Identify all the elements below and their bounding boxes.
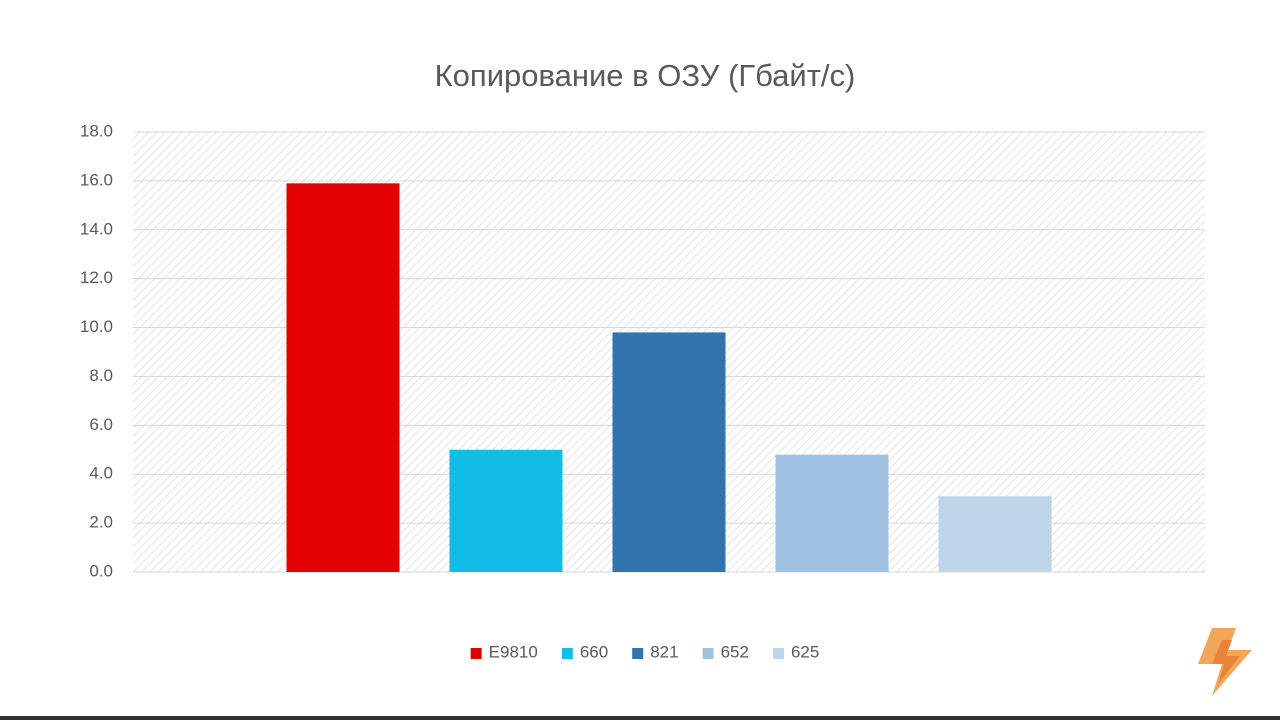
legend-swatch — [772, 648, 784, 659]
y-tick-label: 18.0 — [80, 121, 113, 140]
legend-swatch — [561, 648, 573, 659]
legend-swatch — [702, 648, 714, 659]
logo — [1198, 628, 1252, 696]
y-tick-label: 12.0 — [80, 268, 113, 287]
bar — [449, 449, 563, 572]
chart-title: Копирование в ОЗУ (Гбайт/с) — [435, 58, 856, 93]
y-tick-label: 14.0 — [80, 219, 113, 238]
y-tick-label: 10.0 — [80, 317, 113, 336]
legend-swatch — [632, 648, 644, 659]
y-tick-label: 8.0 — [89, 366, 113, 385]
y-tick-label: 6.0 — [89, 415, 113, 434]
y-tick-label: 2.0 — [89, 513, 113, 532]
y-tick-label: 0.0 — [89, 561, 113, 580]
bar — [612, 332, 726, 572]
legend-swatch — [470, 648, 482, 659]
legend-label: 652 — [721, 642, 749, 661]
y-tick-label: 4.0 — [89, 464, 113, 483]
bar — [775, 454, 889, 572]
legend-label: E9810 — [489, 642, 538, 661]
bottom-border — [0, 716, 1280, 720]
bar — [286, 183, 400, 573]
y-tick-label: 16.0 — [80, 170, 113, 189]
legend-label: 660 — [580, 642, 608, 661]
legend-label: 821 — [650, 642, 678, 661]
bar — [938, 496, 1052, 572]
legend-label: 625 — [791, 642, 819, 661]
